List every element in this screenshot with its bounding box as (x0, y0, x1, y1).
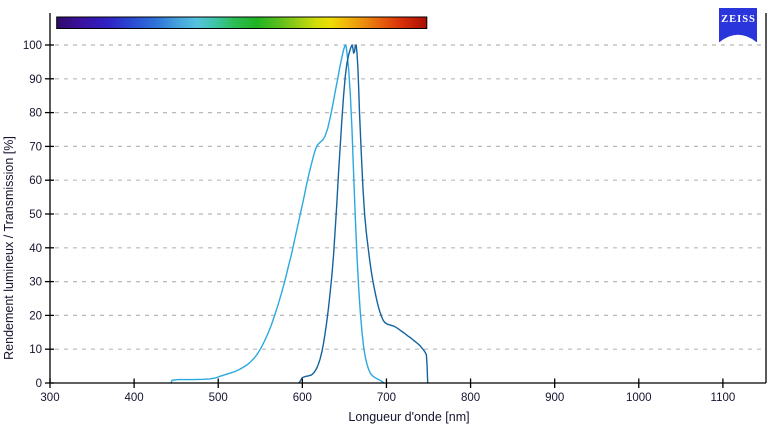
x-tick-label-400: 400 (125, 392, 144, 404)
x-tick-label-1000: 1000 (626, 392, 652, 404)
x-axis-ticks: 300 400 500 600 700 800 900 1000 1100 (40, 378, 736, 404)
y-tick-label-20: 20 (29, 310, 42, 322)
x-tick-label-700: 700 (377, 392, 396, 404)
y-tick-label-70: 70 (29, 141, 42, 153)
y-tick-label-80: 80 (29, 108, 42, 120)
x-axis-title: Longueur d'onde [nm] (348, 410, 469, 424)
zeiss-logo-text: ZEISS (721, 14, 756, 25)
x-tick-label-300: 300 (40, 392, 59, 404)
y-tick-label-30: 30 (29, 277, 42, 289)
x-tick-label-600: 600 (293, 392, 312, 404)
y-tick-label-10: 10 (29, 344, 42, 356)
y-tick-label-0: 0 (36, 378, 42, 390)
y-axis-title: Rendement lumineux / Transmission [%] (2, 136, 16, 360)
zeiss-logo-lens-icon (719, 34, 757, 42)
gridlines (55, 44, 764, 350)
x-tick-label-500: 500 (209, 392, 228, 404)
curves-layer (170, 44, 429, 384)
y-tick-label-60: 60 (29, 175, 42, 187)
x-tick-label-900: 900 (545, 392, 564, 404)
y-axis-ticks: 0 10 20 30 40 50 60 70 80 90 100 (23, 40, 54, 390)
light-blue-curve (170, 44, 385, 384)
y-tick-label-100: 100 (23, 40, 42, 52)
zeiss-logo: ZEISS (719, 8, 757, 42)
x-tick-label-800: 800 (461, 392, 480, 404)
y-tick-label-50: 50 (29, 209, 42, 221)
y-tick-label-90: 90 (29, 74, 42, 86)
y-tick-label-40: 40 (29, 243, 42, 255)
x-tick-label-1100: 1100 (711, 392, 736, 404)
visible-spectrum-bar (56, 16, 428, 29)
dark-blue-curve (298, 44, 429, 384)
